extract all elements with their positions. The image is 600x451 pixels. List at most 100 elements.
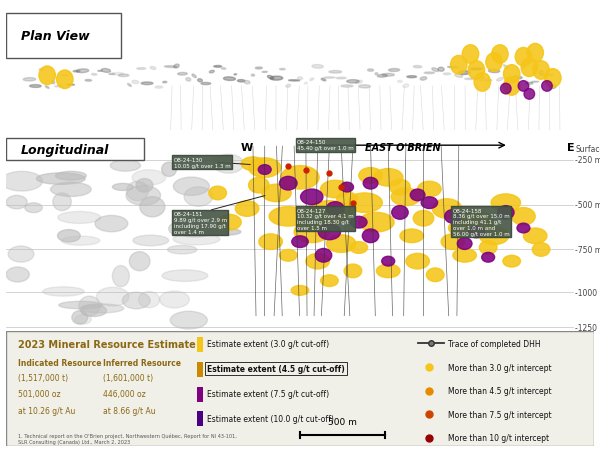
- Ellipse shape: [127, 182, 148, 201]
- Ellipse shape: [244, 81, 250, 85]
- Ellipse shape: [238, 80, 245, 83]
- Ellipse shape: [398, 81, 403, 83]
- Ellipse shape: [347, 193, 382, 213]
- Ellipse shape: [45, 87, 49, 89]
- Ellipse shape: [527, 44, 544, 63]
- Ellipse shape: [532, 82, 539, 83]
- Ellipse shape: [262, 72, 268, 73]
- Ellipse shape: [312, 65, 323, 69]
- Ellipse shape: [359, 86, 370, 89]
- Text: 446,000 oz: 446,000 oz: [103, 390, 146, 399]
- Ellipse shape: [262, 185, 291, 202]
- Ellipse shape: [53, 193, 71, 211]
- Ellipse shape: [73, 71, 80, 73]
- Ellipse shape: [72, 311, 88, 324]
- Text: O'BRIEN: O'BRIEN: [40, 143, 91, 153]
- Ellipse shape: [413, 211, 434, 226]
- Ellipse shape: [464, 79, 476, 80]
- Ellipse shape: [459, 212, 494, 233]
- Text: E: E: [566, 143, 574, 153]
- Ellipse shape: [470, 69, 482, 71]
- Ellipse shape: [368, 70, 374, 72]
- Ellipse shape: [85, 80, 92, 82]
- Ellipse shape: [139, 292, 160, 308]
- Ellipse shape: [95, 216, 128, 232]
- Ellipse shape: [50, 183, 91, 197]
- Ellipse shape: [329, 71, 341, 74]
- Ellipse shape: [268, 76, 274, 80]
- Ellipse shape: [162, 270, 208, 282]
- Ellipse shape: [448, 67, 458, 69]
- Ellipse shape: [421, 198, 437, 209]
- Bar: [197, 387, 203, 402]
- Ellipse shape: [550, 86, 556, 89]
- Text: OB-24-127
10.32 g/t over 4.1 m
including 18.30 g/t
over 1.5 m: OB-24-127 10.32 g/t over 4.1 m including…: [297, 208, 354, 230]
- Ellipse shape: [128, 84, 131, 87]
- Ellipse shape: [55, 172, 86, 181]
- Ellipse shape: [462, 46, 479, 64]
- Ellipse shape: [321, 79, 326, 82]
- Ellipse shape: [350, 217, 367, 229]
- Ellipse shape: [400, 230, 424, 243]
- Text: at 8.66 g/t Au: at 8.66 g/t Au: [103, 406, 155, 415]
- Text: (1,517,000 t): (1,517,000 t): [18, 373, 68, 382]
- Ellipse shape: [344, 264, 362, 278]
- Ellipse shape: [410, 189, 425, 201]
- Ellipse shape: [362, 230, 379, 243]
- Ellipse shape: [512, 208, 535, 226]
- Ellipse shape: [58, 212, 101, 224]
- Ellipse shape: [56, 71, 73, 89]
- Ellipse shape: [67, 85, 74, 86]
- Ellipse shape: [432, 69, 439, 72]
- Ellipse shape: [112, 266, 130, 287]
- Ellipse shape: [58, 230, 80, 243]
- Text: at 10.26 g/t Au: at 10.26 g/t Au: [18, 406, 75, 415]
- Ellipse shape: [234, 74, 236, 76]
- Ellipse shape: [8, 246, 34, 262]
- Ellipse shape: [392, 206, 408, 220]
- Ellipse shape: [122, 293, 150, 309]
- FancyBboxPatch shape: [6, 14, 121, 59]
- Ellipse shape: [486, 54, 502, 72]
- Text: More than 7.5 g/t intercept: More than 7.5 g/t intercept: [448, 410, 552, 419]
- Ellipse shape: [533, 61, 550, 80]
- FancyBboxPatch shape: [6, 139, 144, 161]
- Ellipse shape: [281, 166, 319, 189]
- Text: EAST O'BRIEN: EAST O'BRIEN: [365, 143, 441, 153]
- Ellipse shape: [280, 250, 297, 262]
- Ellipse shape: [280, 177, 297, 191]
- Ellipse shape: [507, 82, 517, 83]
- Ellipse shape: [503, 65, 508, 69]
- Ellipse shape: [459, 72, 470, 75]
- Ellipse shape: [451, 56, 467, 75]
- Ellipse shape: [347, 80, 359, 84]
- Ellipse shape: [208, 229, 241, 236]
- Ellipse shape: [539, 72, 543, 75]
- Ellipse shape: [324, 78, 335, 79]
- Ellipse shape: [201, 83, 211, 85]
- Ellipse shape: [173, 234, 220, 245]
- Ellipse shape: [132, 81, 139, 84]
- Ellipse shape: [248, 158, 281, 178]
- Text: OB-24-150
45.40 g/t over 1.0 m: OB-24-150 45.40 g/t over 1.0 m: [297, 140, 354, 151]
- Ellipse shape: [363, 178, 378, 189]
- Ellipse shape: [455, 74, 463, 78]
- Ellipse shape: [443, 74, 451, 76]
- Text: -750 m: -750 m: [575, 245, 600, 254]
- Text: -1250 m: -1250 m: [575, 323, 600, 332]
- Ellipse shape: [161, 163, 176, 177]
- Ellipse shape: [137, 69, 146, 70]
- Ellipse shape: [241, 157, 265, 171]
- Ellipse shape: [541, 75, 553, 76]
- Ellipse shape: [197, 79, 202, 83]
- Ellipse shape: [150, 67, 156, 70]
- Ellipse shape: [523, 229, 547, 244]
- Text: OB-24-158
8.36 g/t over 15.0 m
including 41.1 g/t
over 1.0 m and
56.00 g/t over : OB-24-158 8.36 g/t over 15.0 m including…: [453, 208, 509, 236]
- Ellipse shape: [532, 243, 550, 257]
- Ellipse shape: [174, 65, 179, 69]
- Ellipse shape: [61, 236, 100, 246]
- Ellipse shape: [39, 69, 44, 71]
- Ellipse shape: [407, 77, 416, 78]
- Ellipse shape: [336, 78, 346, 80]
- Ellipse shape: [169, 223, 185, 235]
